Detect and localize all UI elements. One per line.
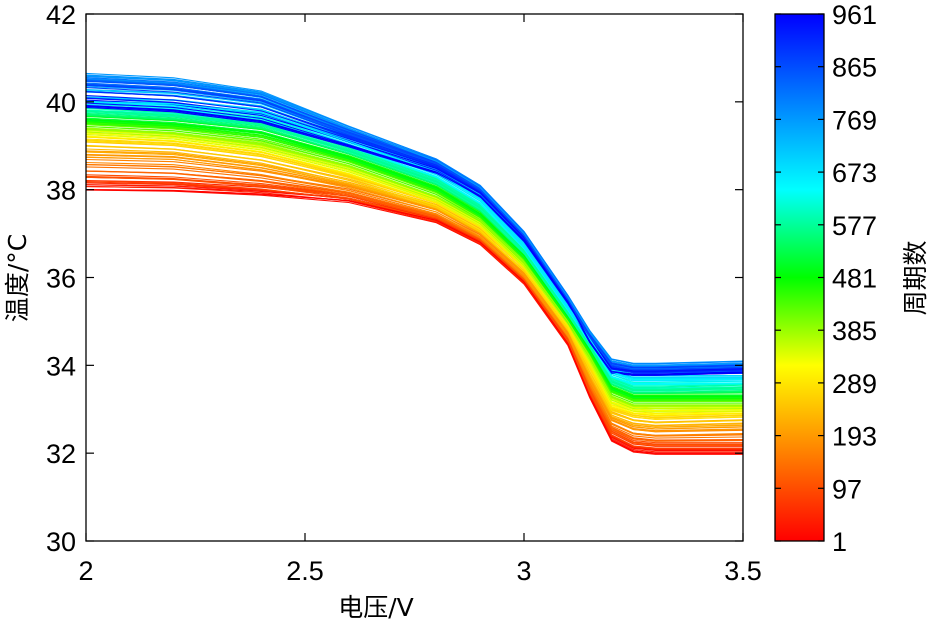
colorbar-tick-label: 97 — [832, 474, 862, 504]
y-tick-label: 40 — [46, 88, 76, 118]
colorbar-tick-label: 1 — [832, 527, 847, 557]
cycle-curve — [85, 106, 744, 386]
series-line — [85, 83, 744, 371]
colorbar-tick-label: 193 — [832, 422, 877, 452]
series-line — [85, 175, 743, 446]
cycle-curve — [85, 79, 744, 369]
cycle-curve — [85, 131, 744, 410]
colorbar-tick-label: 289 — [832, 369, 877, 399]
colorbar-tick-label: 769 — [832, 105, 877, 135]
cycle-curve — [85, 97, 744, 377]
colorbar-tick-label: 961 — [832, 0, 877, 30]
colorbar — [774, 13, 825, 542]
colorbar-tick-label: 673 — [832, 158, 877, 188]
series-line — [85, 74, 744, 366]
y-tick-label: 32 — [46, 439, 76, 469]
y-axis-label: 温度/°C — [3, 234, 32, 322]
cycle-curve — [85, 161, 744, 436]
cycle-curve — [85, 101, 744, 381]
cycle-curve — [85, 90, 744, 371]
x-axis-label: 电压/V — [338, 593, 414, 622]
colorbar-tick-label: 865 — [832, 53, 877, 83]
cycle-curve — [85, 185, 743, 453]
series-line — [85, 136, 744, 417]
cycle-curve — [85, 106, 744, 376]
series-line — [85, 189, 743, 454]
cycle-curve — [85, 105, 744, 384]
series-line — [85, 118, 743, 397]
y-tick-label: 36 — [46, 264, 76, 294]
colorbar-tick-label: 577 — [832, 211, 877, 241]
cycle-curve — [85, 107, 744, 387]
cycle-curve — [85, 99, 744, 372]
chart-curves — [85, 72, 744, 455]
cycle-curve — [85, 74, 744, 365]
series-line — [85, 109, 744, 391]
cycle-curve — [85, 97, 744, 373]
x-tick-label: 3.5 — [724, 556, 762, 586]
series-line — [85, 127, 743, 406]
colorbar-label: 周期数 — [901, 240, 930, 315]
cycle-curve — [85, 133, 744, 413]
series-line — [85, 105, 744, 375]
colorbar-tick-label: 385 — [832, 316, 877, 346]
colorbar-ticks: 1 97 193 289 385 481 577 673 769 865 961 — [775, 0, 877, 557]
y-tick-label: 38 — [46, 176, 76, 206]
cycle-curve — [85, 111, 744, 392]
x-tick-label: 3 — [516, 556, 531, 586]
y-axis: 30 32 34 36 38 40 42 — [46, 0, 743, 557]
series-line — [85, 101, 743, 380]
y-tick-label: 30 — [46, 527, 76, 557]
cycle-curve — [85, 106, 744, 385]
x-axis: 2 2.5 3 3.5 — [78, 14, 762, 586]
cycle-curve — [85, 140, 744, 420]
cycle-curve — [85, 107, 744, 387]
series-line — [85, 153, 744, 430]
colorbar-tick-label: 481 — [832, 264, 877, 294]
y-tick-label: 34 — [46, 351, 76, 381]
cycle-curve — [85, 123, 743, 401]
x-tick-label: 2.5 — [286, 556, 324, 586]
x-tick-label: 2 — [78, 556, 93, 586]
cycle-curve — [85, 119, 744, 399]
cycle-curve — [85, 96, 744, 377]
y-tick-label: 42 — [46, 0, 76, 30]
cycle-curve — [85, 156, 744, 433]
